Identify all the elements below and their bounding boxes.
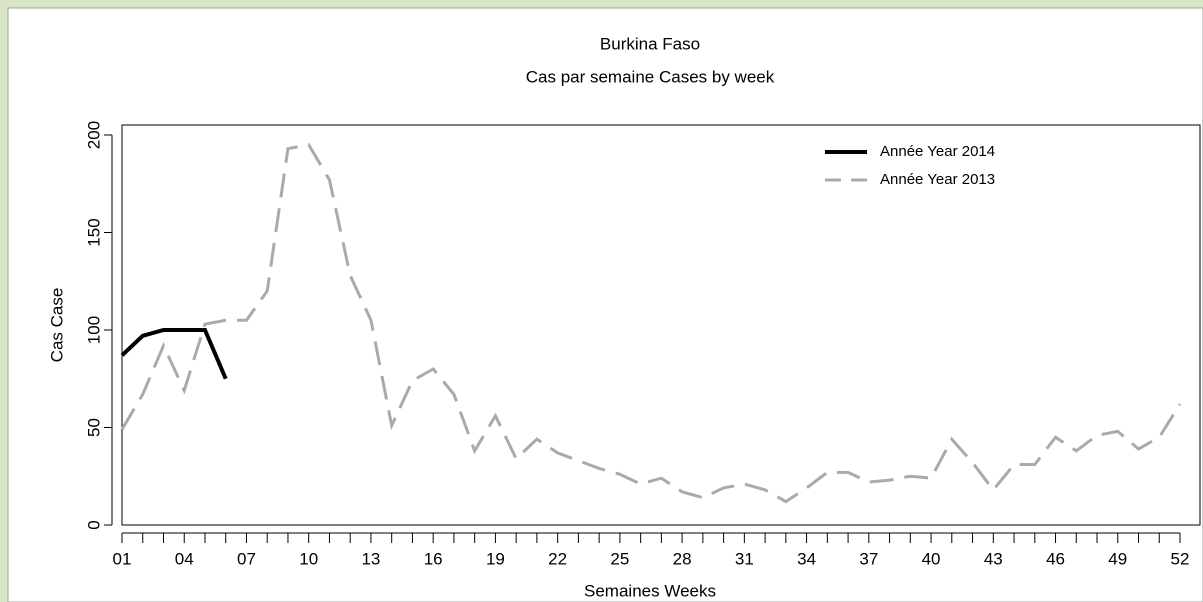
x-tick-label: 10 [299,549,318,568]
panel [7,7,1203,602]
x-tick-label: 37 [859,549,878,568]
y-tick-label: 0 [84,520,103,529]
x-tick-label: 31 [735,549,754,568]
legend-label: Année Year 2013 [880,171,995,188]
x-tick-label: 01 [113,549,132,568]
line-series [120,143,1182,504]
x-tick-label: 28 [673,549,692,568]
y-tick-label: 200 [84,121,103,149]
y-tick-label: 150 [84,218,103,246]
x-tick-label: 07 [237,549,256,568]
x-tick-label: 46 [1046,549,1065,568]
x-tick-label: 40 [922,549,941,568]
chart-subtitle: Cas par semaine Cases by week [526,67,775,86]
x-tick-label: 34 [797,549,816,568]
line-series [120,328,228,380]
x-tick-label: 13 [361,549,380,568]
x-tick-label: 49 [1108,549,1127,568]
x-tick-label: 16 [424,549,443,568]
x-tick-label: 22 [548,549,567,568]
x-tick-label: 52 [1171,549,1190,568]
x-tick-label: 25 [610,549,629,568]
plot-frame [121,124,1201,526]
chart-title: Burkina Faso [600,34,700,53]
y-tick-label: 100 [84,316,103,344]
x-tick-label: 43 [984,549,1003,568]
y-axis-label: Cas Case [47,288,66,363]
x-axis-label: Semaines Weeks [584,581,716,600]
legend-label: Année Year 2014 [880,143,995,160]
x-tick-label: 04 [175,549,194,568]
y-tick-label: 50 [84,418,103,437]
x-tick-label: 19 [486,549,505,568]
